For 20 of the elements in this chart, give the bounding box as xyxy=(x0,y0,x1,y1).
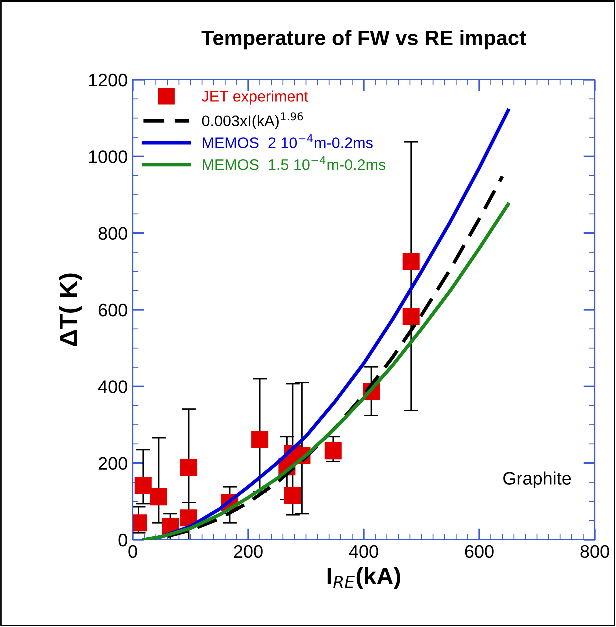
x-tick-label: 200 xyxy=(234,545,263,558)
y-tick-label: 800 xyxy=(98,227,128,240)
x-tick-label: 400 xyxy=(349,545,378,558)
annotation: Graphite xyxy=(504,472,572,489)
x-tick-label: 800 xyxy=(580,545,610,558)
y-tick-label: 0 xyxy=(118,534,128,547)
x-axis-title: I$_{RE}$(kA) xyxy=(328,567,400,590)
y-tick-label: 1200 xyxy=(89,74,128,87)
x-tick-label: 600 xyxy=(465,545,494,558)
y-tick-label: 1000 xyxy=(89,150,128,164)
legend-label: MEMOS 1.5 10$^{−4}$m-0.2ms xyxy=(203,156,386,170)
y-tick-label: 400 xyxy=(98,380,128,394)
y-axis-title: ΔT( K) xyxy=(59,274,82,346)
legend-label: 0.003xI(kA)$^{1.96}$ xyxy=(202,112,304,130)
y-tick-label: 600 xyxy=(98,304,128,317)
legend-label: MEMOS 2 10$^{−4}$m-0.2ms xyxy=(203,134,373,148)
x-tick-label: 0 xyxy=(128,545,138,558)
chart-title: Temperature of FW vs RE impact xyxy=(202,30,526,50)
y-tick-label: 200 xyxy=(98,457,128,470)
legend-label: JET experiment xyxy=(202,90,308,105)
